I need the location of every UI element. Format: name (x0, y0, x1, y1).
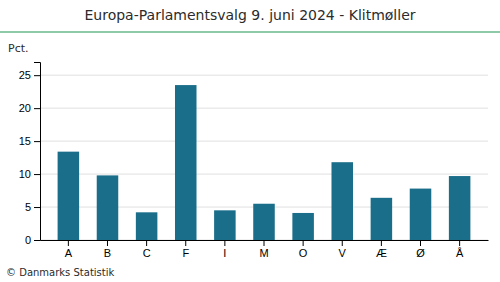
footer: © Danmarks Statistik (6, 267, 115, 278)
x-tick-label: Ø (416, 247, 425, 259)
grid-line (40, 108, 488, 109)
y-tick-mark (34, 108, 40, 109)
x-tick-label: F (182, 247, 189, 259)
bar (371, 198, 393, 240)
y-label: Pct. (8, 42, 29, 55)
x-tick: V (339, 240, 347, 259)
bars (58, 85, 471, 240)
x-tick: C (143, 240, 151, 259)
x-tick-mark (107, 240, 108, 246)
x-tick-mark (303, 240, 304, 246)
x-tick-label: Å (456, 247, 464, 259)
y-tick-mark (34, 207, 40, 208)
y-tick: 20 (19, 102, 40, 114)
bar (410, 189, 432, 240)
y-tick: 25 (19, 69, 40, 81)
x-tick-mark (420, 240, 421, 246)
grid-line (40, 174, 488, 175)
y-tick-mark (34, 240, 40, 241)
x-tick-mark (68, 240, 69, 246)
y-tick: 15 (19, 135, 40, 147)
bar (292, 213, 314, 240)
bar (214, 210, 236, 240)
y-tick-label: 15 (19, 135, 31, 147)
y-tick-mark (34, 141, 40, 142)
x-tick: F (182, 240, 189, 259)
y-tick: 5 (25, 201, 40, 213)
y-tick-label: 0 (25, 234, 31, 246)
x-tick-label: A (65, 247, 73, 259)
x-tick: I (223, 240, 226, 259)
x-axis: ABCFIMOVÆØÅ (41, 240, 489, 259)
grid (40, 75, 488, 240)
y-tick-label: 20 (19, 102, 31, 114)
y-tick-mark (34, 75, 40, 76)
x-tick-mark (381, 240, 382, 246)
title-rule (0, 31, 500, 32)
bar (175, 85, 197, 240)
x-tick-mark (185, 240, 186, 246)
x-tick-label: C (143, 247, 151, 259)
x-tick-mark (264, 240, 265, 246)
plot: 0 5 10 15 20 25 A B C F I M O V Æ Ø Å (19, 63, 489, 259)
x-tick-label: V (339, 247, 347, 259)
x-tick: Ø (416, 240, 425, 259)
x-tick: B (104, 240, 111, 259)
bar (58, 152, 80, 240)
y-tick: 0 (25, 234, 40, 246)
y-axis-line (34, 63, 41, 241)
x-tick-label: I (223, 247, 226, 259)
bar (136, 212, 158, 240)
y-tick: 10 (19, 168, 40, 180)
grid-line (40, 141, 488, 142)
y-tick-label: 5 (25, 201, 31, 213)
x-tick-mark (459, 240, 460, 246)
grid-line (40, 75, 488, 76)
x-tick: Å (456, 240, 464, 259)
x-tick-mark (146, 240, 147, 246)
x-tick-mark (224, 240, 225, 246)
x-tick: A (65, 240, 73, 259)
bar (331, 162, 353, 240)
y-tick-mark (34, 174, 40, 175)
x-tick-label: Æ (376, 247, 387, 259)
y-axis: 0 5 10 15 20 25 (19, 63, 41, 247)
bar (449, 176, 471, 240)
x-tick-label: O (299, 247, 308, 259)
chart: Europa-Parlamentsvalg 9. juni 2024 - Kli… (0, 0, 500, 282)
x-tick: M (259, 240, 268, 259)
title: Europa-Parlamentsvalg 9. juni 2024 - Kli… (84, 7, 415, 23)
y-tick-label: 10 (19, 168, 31, 180)
x-tick-label: B (104, 247, 111, 259)
bar (97, 175, 119, 240)
y-tick-label: 25 (19, 69, 31, 81)
x-tick: O (299, 240, 308, 259)
bar (253, 204, 275, 240)
x-tick: Æ (376, 240, 387, 259)
x-tick-label: M (259, 247, 268, 259)
x-tick-mark (342, 240, 343, 246)
